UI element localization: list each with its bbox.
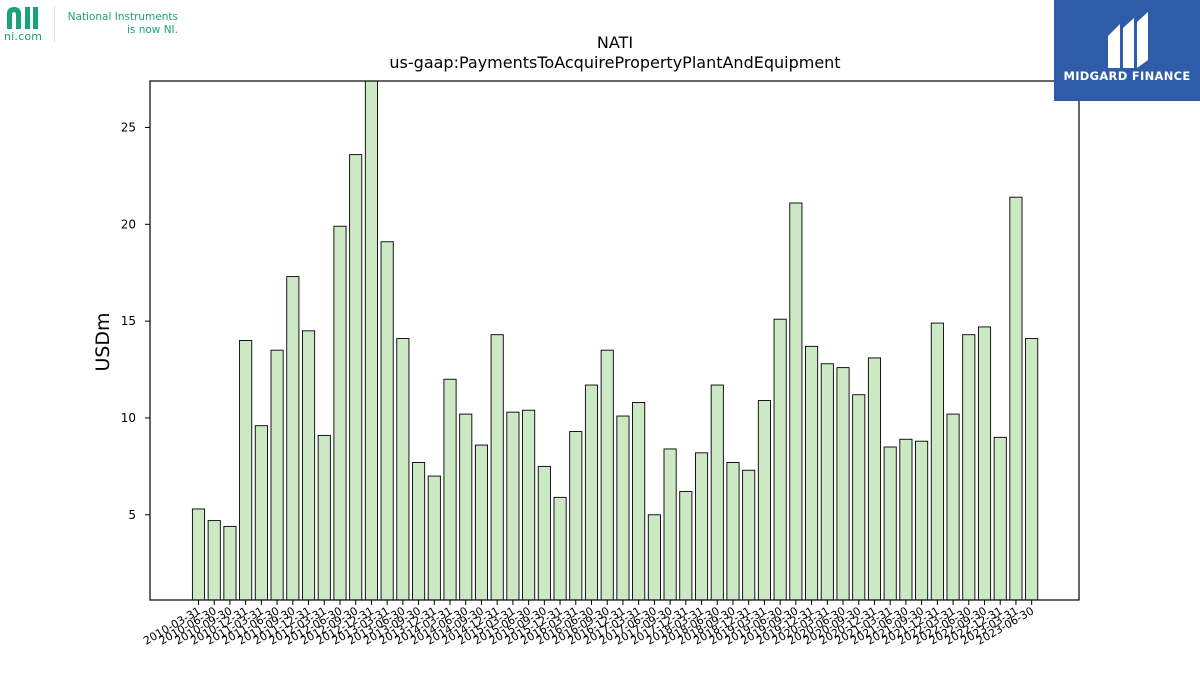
- bar-2013-03-31: [380, 241, 394, 601]
- bar-2019-03-31: [757, 400, 771, 601]
- bar-2019-09-30: [789, 202, 803, 601]
- bar-2022-09-30: [977, 326, 992, 601]
- bar-2022-03-31: [946, 413, 960, 601]
- y-tick-label: 20: [121, 217, 136, 231]
- y-tick-label: 15: [121, 314, 136, 328]
- bar-2012-03-31: [317, 434, 331, 601]
- bar-2011-06-30: [270, 349, 284, 601]
- bar-2016-06-30: [584, 384, 599, 601]
- bar-2011-12-31: [301, 330, 316, 601]
- bar-2015-12-31: [553, 496, 567, 601]
- bar-2010-12-31: [239, 340, 253, 601]
- bar-2017-12-31: [679, 491, 693, 601]
- bar-2019-06-30: [773, 318, 787, 601]
- bar-2013-12-31: [427, 475, 441, 601]
- bar-2017-06-30: [647, 514, 661, 601]
- bar-2021-09-30: [915, 440, 929, 601]
- bar-2013-09-30: [412, 462, 426, 601]
- bar-2014-06-30: [459, 413, 473, 601]
- chart-subtitle: us-gaap:PaymentsToAcquirePropertyPlantAn…: [389, 53, 840, 72]
- bar-2020-03-31: [820, 363, 834, 601]
- ni-tagline: National Instruments is now NI.: [66, 11, 178, 36]
- bar-2014-03-31: [443, 378, 457, 601]
- x-ticks-group: 2010-03-312010-06-302010-09-302010-12-31…: [141, 600, 1036, 648]
- ni-domain: ni.com: [4, 30, 43, 43]
- bar-2015-03-31: [506, 411, 520, 601]
- bar-2015-06-30: [522, 409, 536, 601]
- bar-2015-09-30: [537, 465, 551, 601]
- bar-2018-12-31: [742, 469, 756, 601]
- bar-2017-09-30: [663, 448, 677, 601]
- bar-2016-03-31: [569, 431, 583, 601]
- bar-2014-12-31: [490, 334, 504, 601]
- midgard-logo-mark-icon: [1108, 12, 1148, 68]
- bar-2021-12-31: [930, 322, 944, 601]
- bar-2020-06-30: [836, 367, 850, 601]
- bar-2011-09-30: [286, 276, 300, 601]
- bar-2016-12-31: [616, 415, 630, 601]
- bar-2018-03-31: [694, 452, 709, 601]
- y-axis-label: USDm: [92, 312, 114, 371]
- bar-2013-06-30: [396, 338, 410, 601]
- bar-2012-09-30: [349, 154, 363, 601]
- bar-2010-06-30: [207, 520, 221, 601]
- bar-2017-03-31: [632, 402, 646, 601]
- bar-2023-03-31: [1009, 196, 1023, 601]
- bar-2022-06-30: [962, 334, 976, 601]
- bar-2016-09-30: [600, 349, 614, 601]
- y-tick-label: 10: [121, 411, 136, 425]
- bar-2021-06-30: [899, 438, 913, 601]
- bar-2010-03-31: [191, 508, 206, 601]
- bar-2020-12-31: [867, 357, 882, 601]
- ni-logo-mark-icon: [7, 7, 38, 29]
- plot-frame: [149, 80, 1080, 601]
- bar-2018-09-30: [726, 462, 740, 601]
- bar-2014-09-30: [474, 444, 489, 601]
- bar-2019-12-31: [805, 345, 819, 601]
- ni-tagline-line1: National Instruments: [67, 11, 178, 23]
- y-tick-label: 25: [121, 120, 136, 134]
- bar-2010-09-30: [223, 525, 237, 601]
- bar-2011-03-31: [254, 425, 268, 601]
- bar-2022-12-31: [993, 436, 1007, 601]
- bar-2021-03-31: [883, 446, 897, 601]
- midgard-name: MIDGARD FINANCE: [1063, 69, 1191, 83]
- bar-2023-06-30: [1025, 338, 1039, 601]
- midgard-logo: MIDGARD FINANCE: [1054, 0, 1200, 101]
- y-tick-label: 5: [128, 508, 136, 522]
- ni-logo: ni.com National Instruments is now NI.: [4, 4, 184, 46]
- ni-tagline-line2: is now NI.: [126, 23, 178, 36]
- ni-divider: [54, 6, 55, 42]
- chart-title: NATI: [597, 33, 633, 52]
- bars-group: [191, 80, 1039, 601]
- y-ticks-group: 5 10 15 20 25: [121, 120, 150, 522]
- bar-2012-06-30: [333, 225, 347, 601]
- bar-2012-12-31: [364, 80, 378, 601]
- bar-2020-09-30: [852, 394, 866, 601]
- bar-2018-06-30: [710, 384, 724, 601]
